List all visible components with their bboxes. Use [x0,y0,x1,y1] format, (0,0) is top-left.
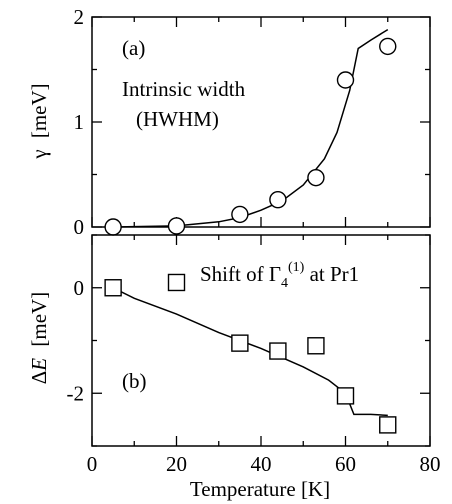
data-point-a [104,218,122,236]
panel-b-annotation-tail: at Pr1 [304,262,359,286]
data-point-a [231,205,249,224]
data-point-a [336,71,355,89]
panel-a-ytick-labels: 0 1 2 [74,5,85,239]
y-tick-label: 1 [74,110,85,134]
x-tick-label: 0 [87,452,98,476]
panel-a-label: (a) [122,36,145,60]
y-tick-label: -2 [67,381,85,405]
panel-a-ylabel-symbol: γ [27,149,51,159]
data-point-b [231,334,249,352]
panel-b-ylabel-var: E [27,358,51,372]
x-tick-label: 40 [251,452,272,476]
panel-a-annotation-line1: Intrinsic width [122,77,246,101]
y-tick-label: 2 [74,5,85,29]
y-tick-label: 0 [74,276,85,300]
panel-b-ylabel-delta: Δ [27,371,51,385]
panel-b-ticks [91,234,431,447]
panel-b-fit-line [112,287,388,417]
svg-text:γ [meV]: γ [meV] [27,83,51,159]
data-point-a [379,37,397,56]
y-tick-label: 0 [74,215,85,239]
panel-b-annotation-sub: 4 [281,276,288,291]
panel-b-points [104,273,397,434]
panel-a-points [104,37,397,236]
panel-b-ytick-labels: 0 -2 [67,276,85,406]
x-tick-label: 20 [166,452,187,476]
data-point-a [307,168,325,187]
data-point-b [104,279,122,297]
panel-b-xtick-labels: 0 20 40 60 80 [87,452,441,476]
data-point-a [269,190,287,209]
x-axis-label: Temperature [K] [190,477,330,501]
x-tick-label: 60 [335,452,356,476]
panel-a-ylabel-unit: [meV] [27,83,51,138]
data-point-b [269,342,287,360]
data-point-b [307,337,325,355]
panel-b-annotation-sup: (1) [288,260,305,275]
data-point-b [336,387,355,405]
panel-b-ylabel: ΔE [meV] [27,292,51,384]
data-point-b [379,416,397,434]
svg-text:ΔE [meV]: ΔE [meV] [27,292,51,384]
panel-b-annotation-main: Shift of Γ [200,262,281,286]
panel-a-ylabel: γ [meV] [27,83,51,159]
panel-b-annotation: Shift of Γ4(1) at Pr1 [200,260,359,291]
panel-a-annotation-line2: (HWHM) [136,107,219,131]
data-point-a [167,217,186,235]
panel-b-ylabel-unit: [meV] [27,292,51,347]
panel-b-label: (b) [122,369,147,393]
panel-a: 0 1 2 (a) Intrinsic width (HWHM) γ [meV] [27,5,431,239]
x-tick-label: 80 [420,452,441,476]
panel-b: 0-2 0 20 40 60 80 (b) Shift of Γ4(1) at Pr1 … [27,234,441,501]
data-point-b [167,273,186,292]
panel-a-fit-line [113,28,389,228]
